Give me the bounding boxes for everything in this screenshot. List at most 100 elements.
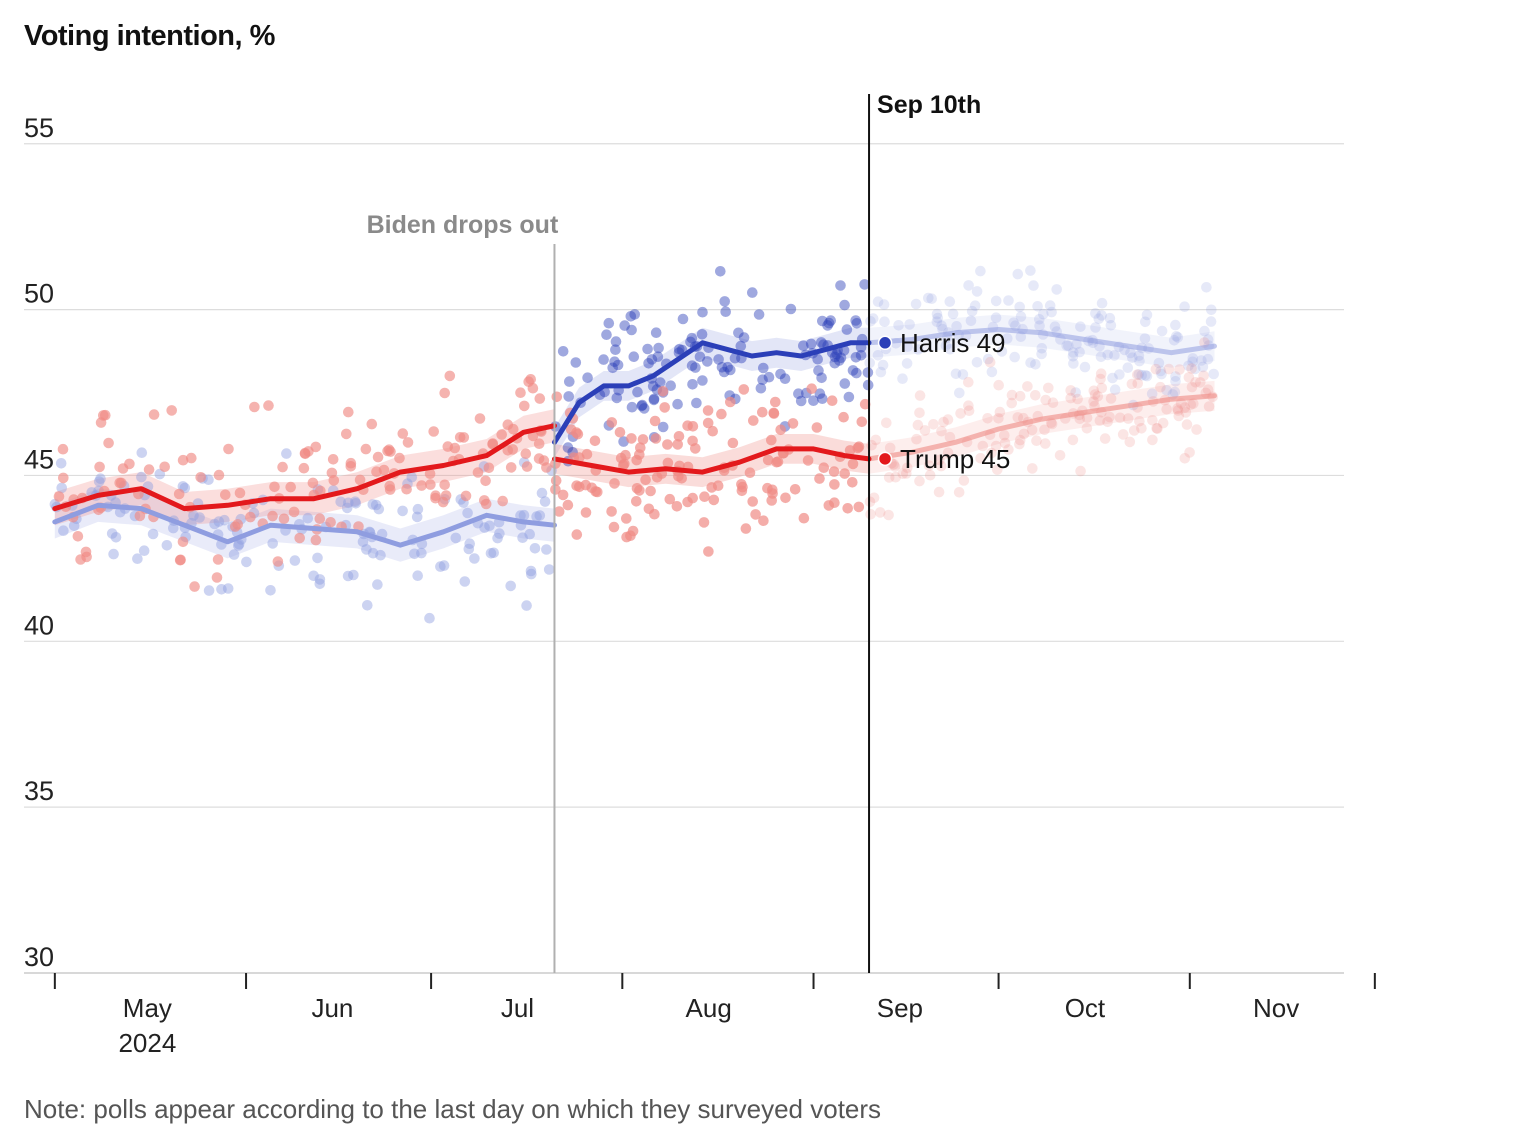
trump-poll-dot	[703, 546, 714, 557]
harris-poll-dot-projected	[969, 300, 981, 312]
harris-end-dot	[877, 335, 893, 351]
trump-poll-dot	[789, 484, 801, 495]
trump-poll-dot	[657, 386, 669, 397]
trump-poll-dot-projected	[1006, 389, 1018, 401]
harris-poll-dot-projected	[1105, 320, 1117, 331]
harris-poll-dot	[798, 340, 809, 352]
trump-poll-dot	[428, 426, 440, 437]
harris-poll-dot	[855, 350, 867, 361]
trump-poll-dot-projected	[865, 509, 876, 520]
trump-poll-dot	[798, 512, 810, 524]
harris-poll-dot	[628, 351, 640, 363]
biden-poll-dot	[281, 448, 292, 459]
y-tick-label: 30	[24, 942, 54, 972]
biden-poll-dot	[147, 528, 159, 540]
trump-poll-dot-projected	[1190, 377, 1201, 388]
harris-poll-dot	[643, 358, 654, 369]
trump-poll-dot-projected	[912, 419, 924, 431]
trump-poll-dot-projected	[1150, 363, 1162, 375]
trump-poll-dot-projected	[1040, 438, 1051, 449]
harris-poll-dot-projected	[1125, 347, 1136, 359]
trump-poll-dot	[175, 554, 186, 566]
harris-poll-dot	[805, 338, 817, 350]
harris-poll-dot	[687, 379, 698, 390]
biden-poll-dot	[531, 511, 542, 522]
harris-poll-dot	[652, 351, 664, 363]
trump-poll-dot	[442, 441, 454, 452]
harris-poll-dot-projected	[1206, 304, 1217, 316]
trump-poll-dot	[571, 480, 582, 492]
harris-poll-dot	[720, 306, 731, 318]
harris-poll-dot-projected	[971, 286, 983, 297]
harris-poll-dot-projected	[1034, 320, 1045, 332]
trump-poll-dot-projected	[897, 468, 909, 480]
trump-poll-dot	[649, 415, 661, 427]
harris-poll-dot	[835, 352, 847, 364]
harris-poll-dot	[637, 399, 648, 411]
trump-poll-dot-projected	[1054, 450, 1066, 461]
harris-poll-dot	[825, 315, 836, 326]
trump-poll-dot	[571, 529, 583, 540]
harris-poll-dot-projected	[1071, 339, 1082, 350]
harris-poll-dot	[632, 386, 643, 398]
trump-poll-dot-projected	[938, 416, 949, 428]
harris-poll-dot-projected	[950, 368, 962, 380]
trump-poll-dot-projected	[944, 431, 956, 443]
biden-poll-dot	[209, 518, 220, 530]
harris-poll-dot	[719, 296, 730, 307]
harris-poll-dot-projected	[1170, 319, 1181, 331]
trump-poll-dot	[727, 437, 739, 449]
trump-poll-dot	[802, 455, 814, 466]
trump-poll-dot-projected	[902, 462, 913, 474]
trump-poll-dot	[614, 427, 626, 438]
trump-poll-dot	[307, 477, 319, 489]
trump-poll-dot	[186, 452, 197, 464]
trump-poll-dot	[177, 536, 189, 548]
trump-poll-dot	[811, 422, 823, 433]
harris-poll-dot-projected	[1141, 370, 1153, 382]
harris-poll-dot	[648, 393, 660, 405]
trump-poll-dot	[267, 510, 278, 522]
trump-poll-dot	[272, 556, 284, 567]
harris-poll-dot-projected	[1122, 362, 1134, 374]
harris-poll-dot	[831, 348, 842, 360]
harris-poll-dot-projected	[1146, 388, 1158, 400]
trump-poll-dot-projected	[1046, 418, 1058, 430]
trump-trend-line-pre	[52, 423, 557, 512]
harris-poll-dot	[603, 317, 615, 329]
biden-poll-dot	[58, 525, 69, 536]
trump-poll-dot-projected	[1134, 416, 1145, 427]
trump-poll-dot	[640, 474, 651, 486]
trump-poll-dot	[620, 449, 631, 461]
trump-poll-dot-projected	[1075, 465, 1086, 477]
biden-poll-dot	[469, 553, 480, 564]
biden-trend-line	[52, 502, 557, 548]
biden-poll-dot	[518, 509, 530, 521]
trump-poll-dot	[360, 443, 372, 455]
biden-poll-dot	[464, 538, 476, 549]
trump-poll-dot	[780, 492, 791, 504]
harris-poll-dot-projected	[1093, 313, 1105, 325]
biden-poll-dot	[397, 505, 408, 517]
harris-poll-dot-projected	[1030, 359, 1041, 370]
trump-poll-dot-projected	[1132, 369, 1143, 381]
biden-poll-dot	[409, 548, 420, 560]
trump-poll-dot-projected	[868, 492, 880, 504]
harris-poll-dot	[779, 373, 791, 385]
harris-poll-dot-projected	[940, 340, 952, 351]
trump-poll-dot-projected	[1095, 373, 1106, 385]
harris-poll-dot-projected	[1208, 368, 1219, 380]
trump-poll-dot	[626, 433, 637, 444]
trump-poll-dot-projected	[1132, 378, 1143, 389]
harris-poll-dot	[677, 313, 689, 325]
trump-poll-dot	[826, 395, 838, 407]
biden-poll-dot	[188, 510, 199, 521]
harris-poll-dot	[839, 378, 851, 389]
biden-poll-dot	[265, 585, 276, 596]
trump-poll-dot	[310, 534, 322, 546]
trump-poll-dot	[534, 393, 546, 404]
trump-poll-dot	[762, 454, 774, 466]
harris-poll-dot	[716, 362, 728, 373]
sep-10th-label: Sep 10th	[877, 91, 981, 119]
harris-poll-dot-projected	[1046, 306, 1057, 318]
